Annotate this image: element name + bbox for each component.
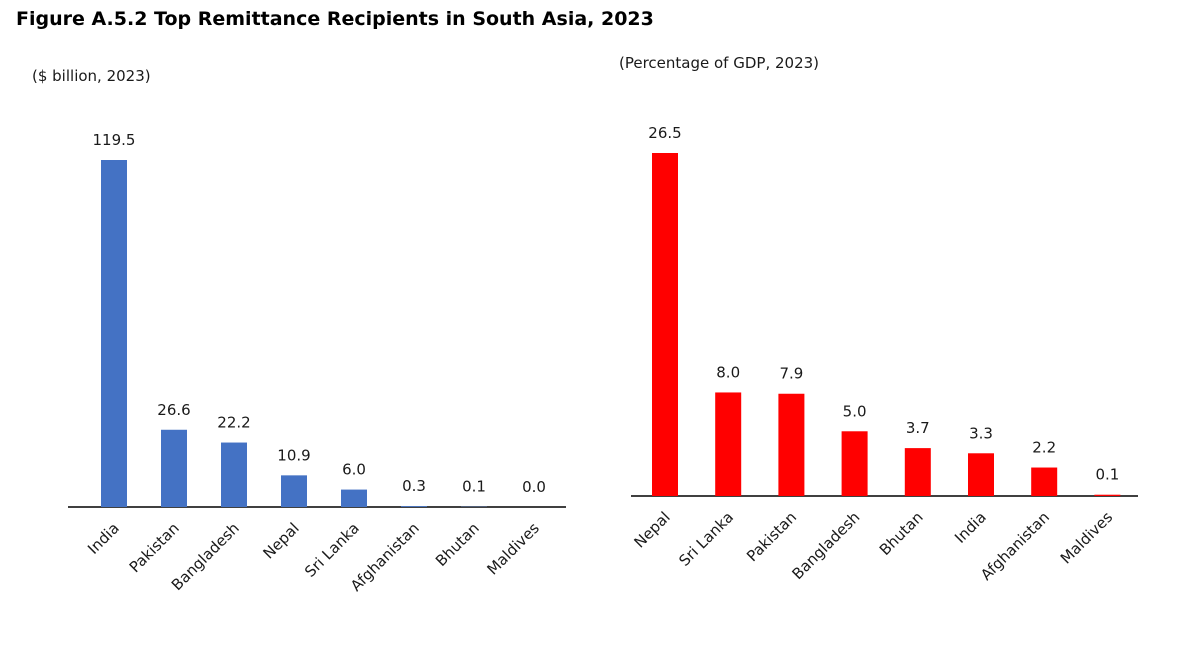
chart-remittances-gdp-share: (Percentage of GDP, 2023) 26.5 Nepal 8.0 Sr…	[619, 54, 1138, 584]
bar-sri-lanka	[715, 392, 742, 496]
data-label: 119.5	[93, 131, 136, 149]
bar-nepal	[652, 153, 678, 496]
bar-pakistan	[161, 429, 187, 507]
data-label: 22.2	[217, 414, 250, 432]
category-label: India	[84, 519, 123, 558]
bar-maldives	[1094, 494, 1121, 496]
chart-subtitle: ($ billion, 2023)	[32, 67, 151, 85]
category-label: Bhutan	[432, 519, 483, 570]
data-label: 6.0	[342, 461, 366, 479]
figure-title: Figure A.5.2 Top Remittance Recipients i…	[16, 8, 654, 30]
bar-bhutan	[904, 448, 931, 496]
category-label: Pakistan	[126, 519, 183, 576]
category-label: Nepal	[259, 519, 302, 562]
category-label: Pakistan	[743, 508, 800, 565]
category-label: Bangladesh	[789, 508, 864, 583]
data-label: 7.9	[779, 365, 803, 383]
bar-nepal	[281, 475, 307, 507]
data-label: 8.0	[716, 363, 740, 381]
bar-india	[968, 453, 994, 496]
category-label: India	[951, 508, 990, 547]
category-label: Bhutan	[876, 508, 927, 559]
data-label: 10.9	[277, 446, 310, 464]
bar-pakistan	[778, 393, 805, 496]
data-label: 0.1	[1095, 466, 1119, 484]
chart-subtitle: (Percentage of GDP, 2023)	[619, 54, 819, 72]
bar-afghanistan	[401, 506, 427, 507]
category-label: Maldives	[483, 519, 542, 578]
data-label: 26.6	[157, 401, 190, 419]
data-label: 5.0	[843, 402, 867, 420]
category-label: Sri Lanka	[301, 519, 363, 581]
bar-bangladesh	[841, 431, 868, 496]
category-label: Nepal	[630, 508, 673, 551]
bar-afghanistan	[1031, 467, 1058, 496]
data-label: 0.0	[522, 478, 546, 496]
data-label: 2.2	[1032, 439, 1056, 457]
chart-remittances-billion: ($ billion, 2023) 119.5 India 26.6 Pakistan…	[32, 67, 566, 595]
bar-sri-lanka	[341, 489, 367, 507]
category-label: Maldives	[1057, 508, 1116, 567]
bar-bangladesh	[221, 442, 247, 507]
data-label: 3.7	[906, 419, 930, 437]
bar-india	[101, 160, 127, 507]
data-label: 3.3	[969, 424, 993, 442]
data-label: 0.1	[462, 478, 486, 496]
category-label: Sri Lanka	[675, 508, 737, 570]
data-label: 26.5	[648, 124, 681, 142]
data-label: 0.3	[402, 477, 426, 495]
category-label: Afghanistan	[977, 508, 1053, 584]
